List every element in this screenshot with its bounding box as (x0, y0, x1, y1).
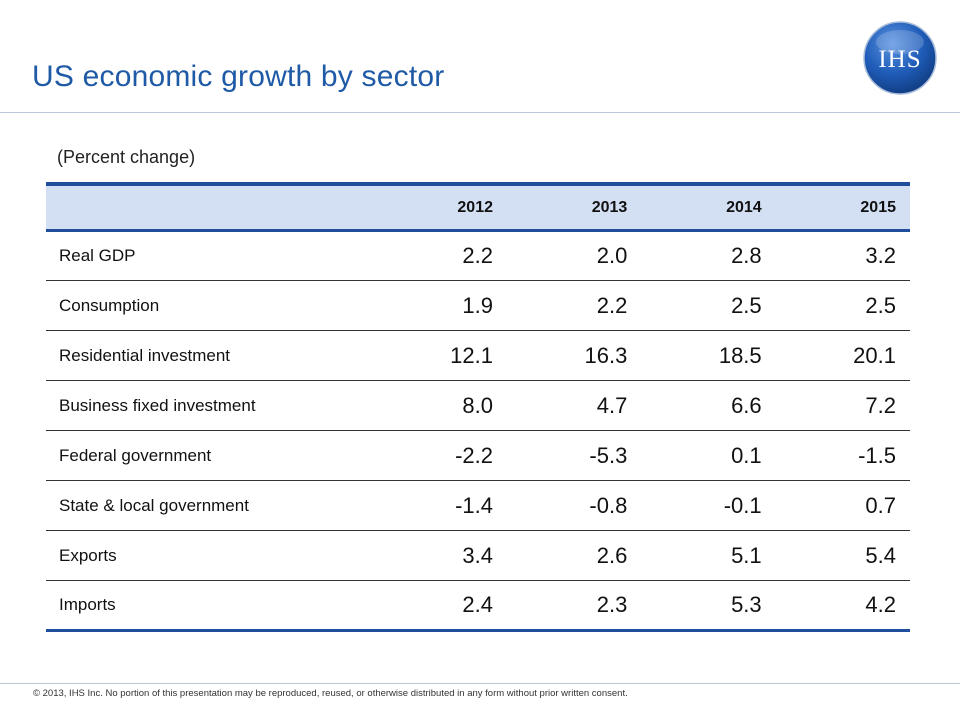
table-cell: 1.9 (462, 292, 493, 318)
row-label: Consumption (59, 295, 160, 315)
table-unit-note: (Percent change) (57, 147, 196, 167)
table-row: Federal government -2.2 -5.3 0.1 -1.5 (46, 431, 910, 481)
table-cell: 2.4 (462, 592, 493, 617)
column-header-2013: 2013 (591, 198, 628, 216)
table-row: Business fixed investment 8.0 4.7 6.6 7.… (46, 381, 910, 431)
table-cell: 2.5 (865, 292, 896, 318)
table-cell: -1.5 (858, 442, 896, 468)
table-cell: 3.4 (462, 542, 493, 568)
row-label: Residential investment (59, 345, 231, 365)
row-label: Business fixed investment (59, 395, 256, 415)
table-cell: 4.7 (596, 392, 628, 418)
table-cell: -2.2 (455, 442, 493, 468)
table-cell: 2.0 (596, 243, 628, 268)
table-cell: 8.0 (462, 392, 493, 418)
table-cell: 0.1 (731, 442, 762, 468)
column-header-2014: 2014 (726, 198, 762, 216)
title-divider (0, 112, 960, 113)
table-cell: 4.2 (865, 592, 896, 617)
table-cell: 2.2 (462, 243, 493, 268)
table-row: Residential investment 12.1 16.3 18.5 20… (46, 331, 910, 381)
table-row: Imports 2.4 2.3 5.3 4.2 (46, 581, 910, 631)
table-row: Exports 3.4 2.6 5.1 5.4 (46, 531, 910, 581)
table-cell: 5.3 (731, 592, 762, 617)
logo-text: IHS (878, 46, 921, 73)
page-title: US economic growth by sector (32, 60, 445, 93)
copyright-notice: © 2013, IHS Inc. No portion of this pres… (33, 688, 628, 699)
row-label: Federal government (59, 445, 212, 465)
ihs-logo: IHS (863, 21, 937, 95)
table-cell: -0.8 (589, 492, 628, 518)
table-cell: 12.1 (450, 342, 493, 368)
row-label: Exports (59, 545, 117, 565)
table-cell: -0.1 (723, 492, 762, 518)
table-cell: 5.4 (865, 542, 896, 568)
row-label: State & local government (59, 495, 249, 515)
column-header-blank (46, 184, 373, 231)
table-cell: -1.4 (455, 492, 493, 518)
table-cell: 20.1 (853, 342, 896, 368)
table-cell: 6.6 (731, 392, 762, 418)
row-label: Real GDP (59, 246, 136, 265)
table-cell: 0.7 (865, 492, 896, 518)
table-cell: 18.5 (718, 342, 762, 368)
table-cell: 5.1 (731, 542, 762, 568)
table-cell: 7.2 (865, 392, 896, 418)
table-cell: 16.3 (584, 342, 628, 368)
table-cell: 3.2 (865, 243, 896, 268)
table-cell: 2.2 (596, 292, 628, 318)
table-cell: 2.8 (731, 243, 762, 268)
table-cell: -5.3 (589, 442, 628, 468)
column-header-2015: 2015 (860, 198, 896, 216)
table-cell: 2.3 (596, 592, 628, 617)
table-cell: 2.6 (596, 542, 628, 568)
table-row: Real GDP 2.2 2.0 2.8 3.2 (46, 231, 910, 281)
column-header-2012: 2012 (457, 198, 493, 216)
table-header-row: 2012 2013 2014 2015 (46, 184, 910, 231)
growth-table: 2012 2013 2014 2015 Real GDP 2.2 2.0 2.8… (46, 182, 910, 632)
table-row: State & local government -1.4 -0.8 -0.1 … (46, 481, 910, 531)
footer-divider (0, 683, 960, 684)
row-label: Imports (59, 595, 116, 614)
table-cell: 2.5 (731, 292, 762, 318)
table-row: Consumption 1.9 2.2 2.5 2.5 (46, 281, 910, 331)
